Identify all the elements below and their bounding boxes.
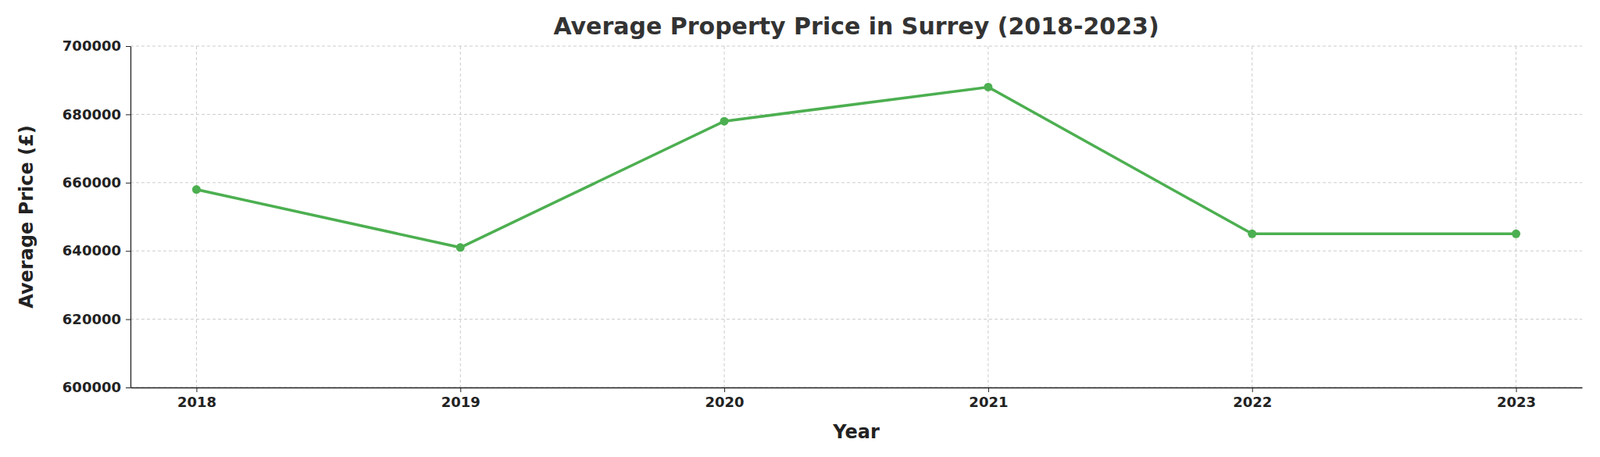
tick-label: 640000 <box>62 242 122 259</box>
plot-area: 2018 2019 2020 2021 2022 2023 600000 620000 6400… <box>62 37 1583 411</box>
marker <box>192 185 201 194</box>
tick-label: 660000 <box>62 174 122 191</box>
tick-mark <box>460 387 461 393</box>
grid-line-x <box>987 46 989 388</box>
grid-line-x <box>1251 46 1253 388</box>
tick: 660000 <box>62 174 131 191</box>
tick-mark <box>724 387 725 393</box>
tick-label: 2019 <box>441 393 481 411</box>
tick-mark <box>988 387 990 393</box>
grid-line-y <box>130 250 1583 252</box>
tick-mark <box>1516 387 1518 393</box>
series <box>192 82 1521 252</box>
tick-label: 700000 <box>62 37 122 54</box>
title: Average Property Price in Surrey (2018-2… <box>553 12 1159 40</box>
tick: 2018 <box>177 387 217 411</box>
tick-label: 2018 <box>177 393 217 411</box>
tick-label: 2023 <box>1496 393 1536 411</box>
tick: 640000 <box>62 242 131 259</box>
grid-line-x <box>1515 46 1517 388</box>
grid-line-x <box>196 46 197 388</box>
tick-label: 600000 <box>62 378 122 396</box>
y-axis-title: Average Price (£) <box>15 125 38 309</box>
grid-line-y <box>130 182 1583 183</box>
tick-label: 680000 <box>62 106 122 123</box>
tick-label: 2022 <box>1232 393 1272 411</box>
tick-mark <box>1252 387 1254 393</box>
tick: 620000 <box>62 310 131 328</box>
grid-line-x <box>460 46 461 388</box>
tick-mark <box>125 319 131 321</box>
tick-mark <box>125 46 131 47</box>
tick-mark <box>125 114 131 115</box>
tick: 2019 <box>441 387 481 411</box>
marker <box>1511 229 1521 239</box>
marker <box>456 242 465 252</box>
x-axis: 2018 2019 2020 2021 2022 2023 <box>131 387 1583 411</box>
tick: 2021 <box>968 387 1008 411</box>
tick: 2022 <box>1232 387 1272 411</box>
grid-line-y <box>130 318 1583 320</box>
marker <box>1247 229 1257 239</box>
tick: 2020 <box>705 387 745 411</box>
tick: 700000 <box>62 37 131 54</box>
marker <box>720 117 729 126</box>
tick-label: 2020 <box>705 393 745 411</box>
grid-line-x <box>724 46 725 388</box>
line <box>196 86 1516 247</box>
grid-line-y <box>130 387 1583 389</box>
grid <box>130 46 1583 388</box>
axis-line <box>131 387 1583 389</box>
axis-line <box>130 46 132 389</box>
tick: 2023 <box>1496 387 1536 411</box>
tick-mark <box>125 387 131 389</box>
tick-label: 620000 <box>62 310 122 328</box>
grid-line-y <box>130 114 1583 115</box>
chart: 2018 2019 2020 2021 2022 2023 600000 620000 6400… <box>0 0 1600 457</box>
tick-mark <box>125 250 131 252</box>
tick-mark <box>125 182 131 184</box>
tick: 600000 <box>62 378 131 396</box>
grid-line-y <box>130 46 1583 47</box>
marker <box>983 82 993 92</box>
tick-label: 2021 <box>968 393 1008 411</box>
x-axis-title: Year <box>832 421 880 443</box>
tick: 680000 <box>62 106 131 123</box>
y-axis: 600000 620000 640000 660000 680000 700000 <box>62 37 132 396</box>
tick-mark <box>196 387 197 393</box>
